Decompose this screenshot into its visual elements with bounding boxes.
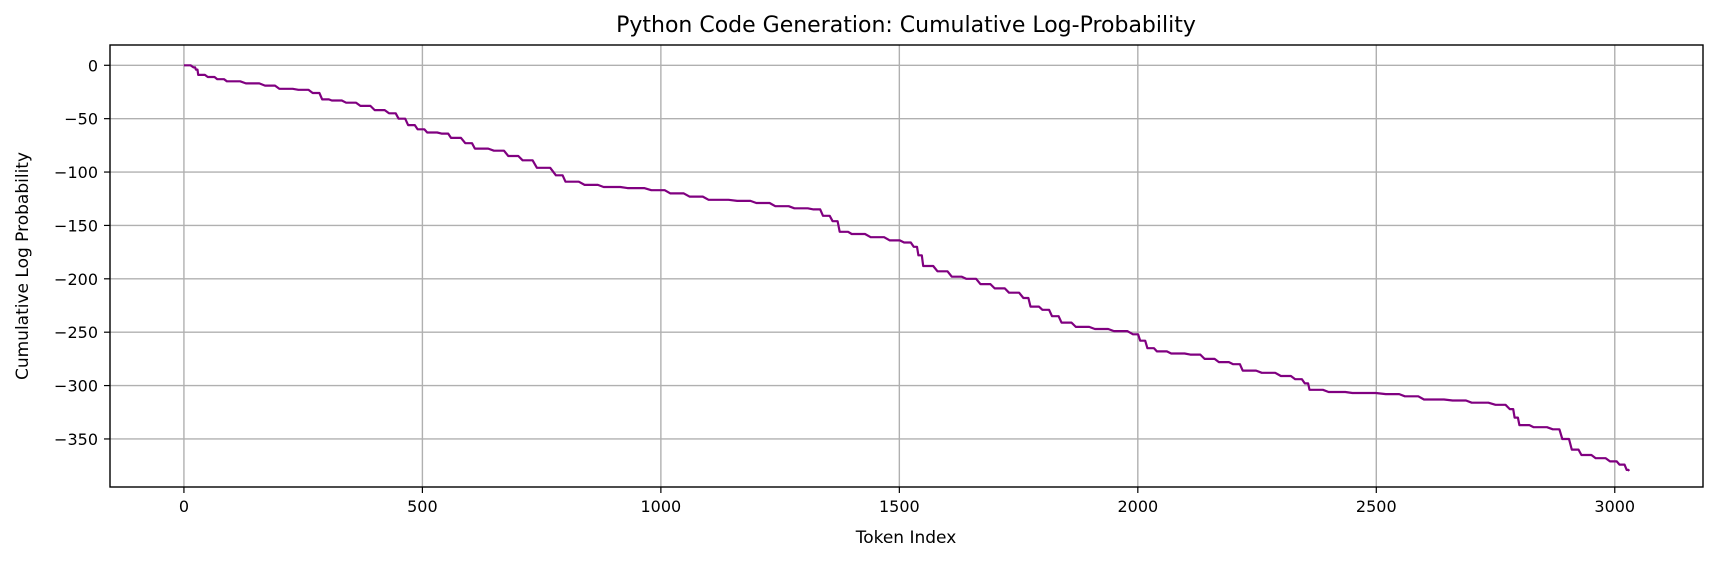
series-line-0	[183, 64, 1631, 472]
plot-frame	[109, 44, 1704, 488]
x-tick-label: 2500	[1356, 497, 1397, 516]
x-tick-label: 2000	[1117, 497, 1158, 516]
ticks: 0 500 1000 1500 2000 2500 3000 0 −50 −100 −150 −200…	[54, 56, 1635, 516]
y-tick-label: −50	[64, 110, 98, 129]
x-tick-label: 0	[179, 497, 189, 516]
y-tick-label: −150	[54, 216, 98, 235]
x-tick-label: 3000	[1594, 497, 1635, 516]
x-tick-label: 500	[407, 497, 438, 516]
x-tick-label: 1500	[879, 497, 920, 516]
y-tick-label: −200	[54, 270, 98, 289]
y-tick-label: 0	[88, 56, 98, 75]
x-axis-label: Token Index	[855, 528, 957, 548]
series-layer	[183, 64, 1631, 472]
y-tick-label: −350	[54, 430, 98, 449]
y-axis-label: Cumulative Log Probability	[13, 152, 33, 380]
y-tick-label: −100	[54, 163, 98, 182]
grid	[110, 45, 1703, 487]
y-tick-label: −250	[54, 323, 98, 342]
y-tick-label: −300	[54, 377, 98, 396]
chart-title: Python Code Generation: Cumulative Log-P…	[616, 13, 1196, 38]
x-tick-label: 1000	[641, 497, 682, 516]
